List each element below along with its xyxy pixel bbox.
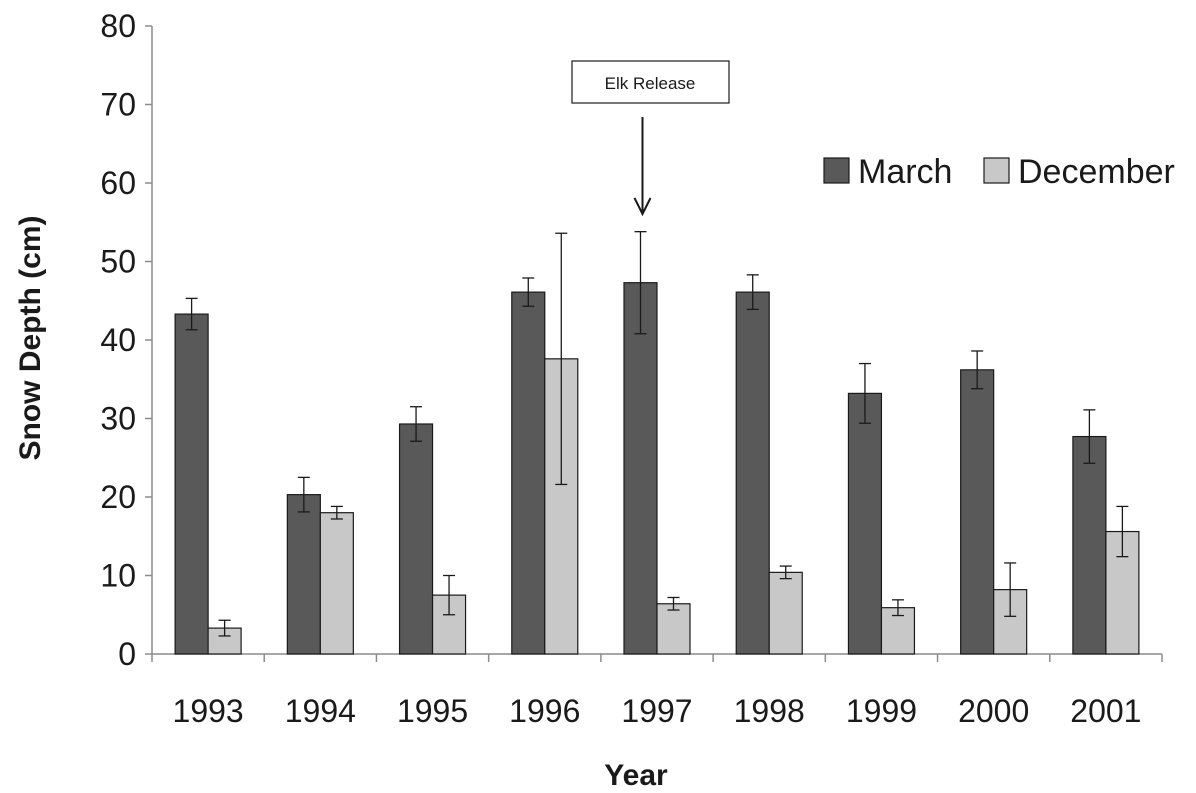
x-tick-label: 1993 — [173, 693, 244, 729]
y-tick-label: 50 — [100, 244, 136, 280]
legend-label-march: March — [858, 153, 952, 191]
y-axis-title: Snow Depth (cm) — [14, 216, 47, 461]
bar-march — [286, 494, 321, 655]
bar-march — [398, 423, 434, 655]
x-tick-label: 1996 — [509, 693, 580, 729]
bar-march — [623, 282, 658, 655]
y-tick-label: 80 — [100, 8, 136, 44]
legend: March December — [823, 153, 1175, 191]
bar-march — [960, 369, 995, 655]
bar-december — [319, 512, 354, 655]
y-tick-label: 20 — [100, 479, 136, 515]
x-axis-title: Year — [604, 759, 668, 792]
x-tick-label: 1994 — [285, 693, 356, 729]
legend-swatch-march — [823, 157, 850, 184]
y-tick-label: 70 — [100, 87, 136, 123]
bar-march — [735, 291, 770, 655]
x-axis-ticks: 1993 1994 1995 1996 1997 1998 1999 2000 2001 — [151, 654, 1163, 729]
legend-swatch-december — [983, 157, 1010, 184]
x-tick-label: 1997 — [621, 693, 692, 729]
y-tick-label: 0 — [118, 636, 136, 672]
annotation-box — [571, 60, 730, 104]
bar-march — [847, 392, 883, 655]
bar-march — [174, 313, 209, 655]
bar-december — [768, 571, 803, 655]
x-tick-label: 2001 — [1070, 693, 1141, 729]
x-tick-label: 2000 — [958, 693, 1029, 729]
legend-label-december: December — [1018, 153, 1175, 191]
y-tick-label: 30 — [100, 401, 136, 437]
y-tick-label: 60 — [100, 165, 136, 201]
y-tick-label: 40 — [100, 322, 136, 358]
x-tick-label: 1999 — [846, 693, 917, 729]
bar-march — [1072, 435, 1107, 655]
y-axis-ticks: 0 10 20 30 40 50 60 70 80 — [100, 8, 152, 672]
bar-december — [656, 603, 691, 655]
annotation-arrow-head — [633, 197, 652, 217]
x-tick-label: 1995 — [397, 693, 468, 729]
x-tick-label: 1998 — [734, 693, 805, 729]
y-tick-label: 10 — [100, 558, 136, 594]
elk-release-annotation: Elk Release — [571, 60, 730, 217]
bars — [174, 231, 1140, 655]
annotation-label: Elk Release — [605, 74, 696, 93]
bar-march — [511, 291, 546, 655]
